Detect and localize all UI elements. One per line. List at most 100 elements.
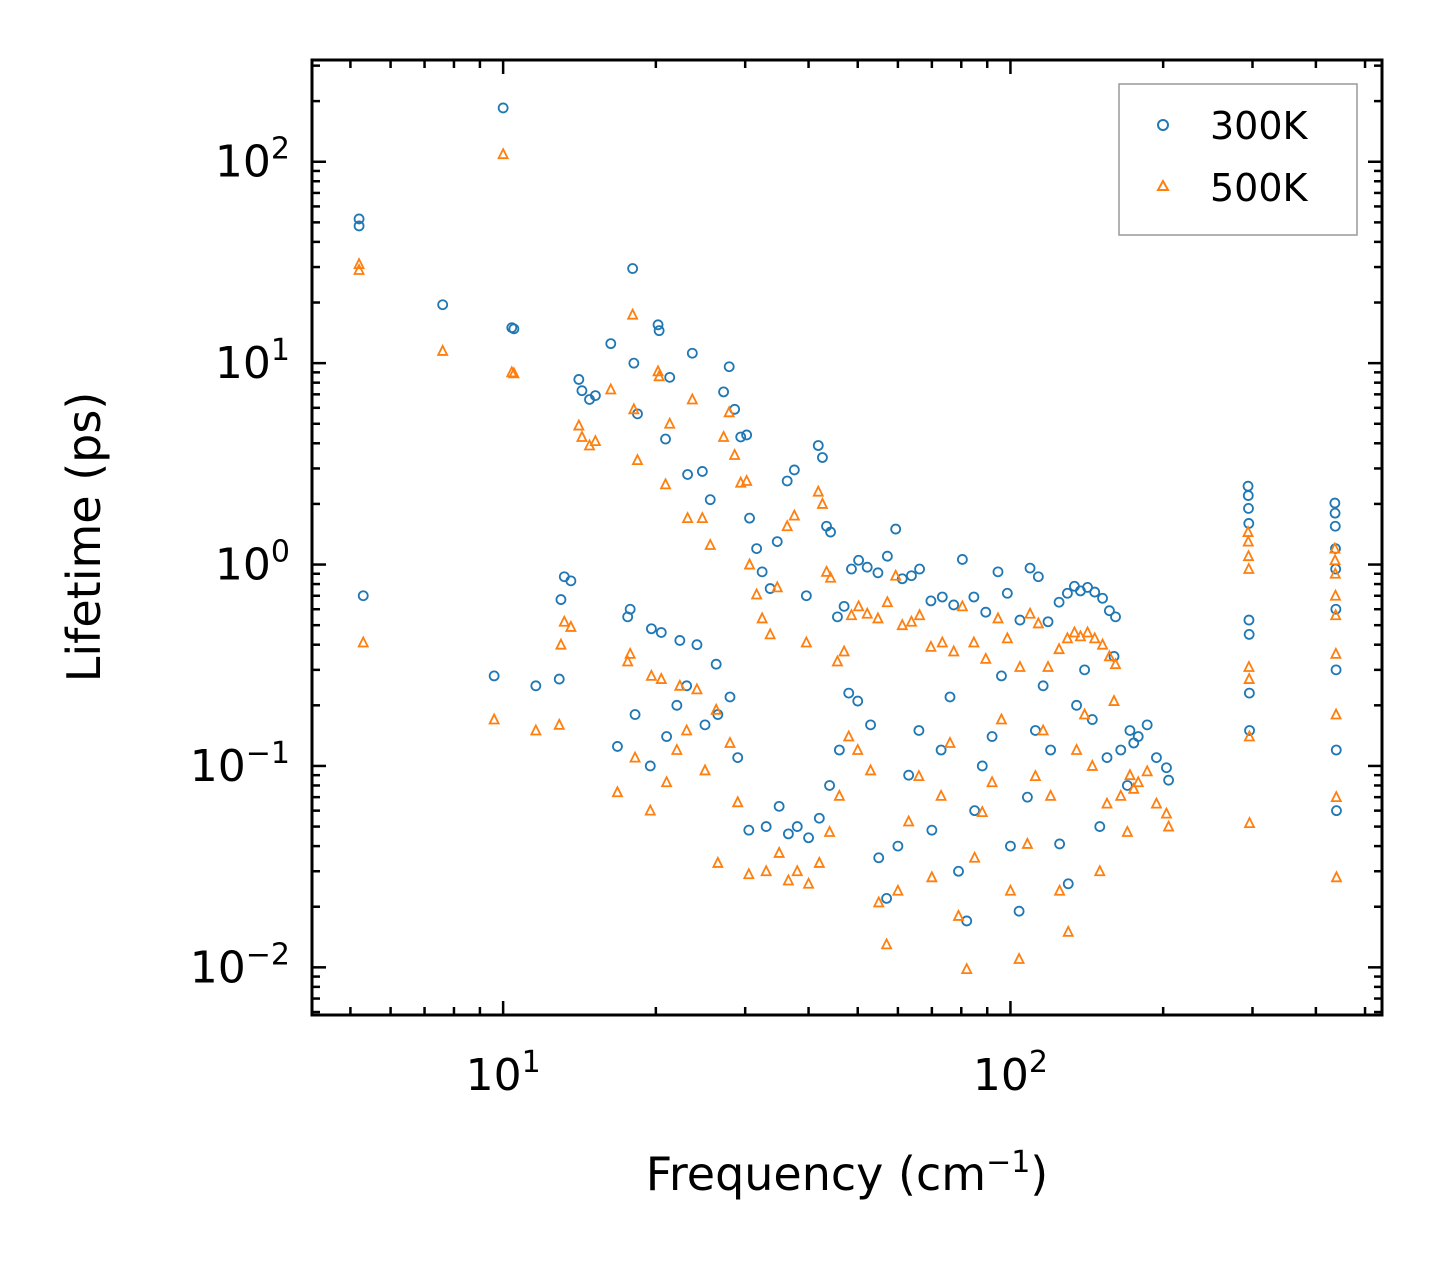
data-point-300k	[956, 554, 968, 565]
data-point-300k	[944, 691, 956, 703]
data-point-500k	[357, 635, 370, 648]
data-point-500k	[558, 614, 571, 627]
data-point-500k	[1108, 694, 1120, 706]
data-point-300k	[508, 323, 520, 335]
data-point-500k	[782, 873, 795, 886]
data-point-500k	[673, 678, 686, 691]
data-point-300k	[892, 840, 904, 852]
data-point-500k	[742, 867, 755, 880]
data-point-300k	[896, 573, 908, 585]
data-point-300k	[660, 433, 671, 445]
data-point-300k	[771, 536, 783, 547]
data-point-500k	[1329, 588, 1342, 601]
data-point-500k	[1024, 606, 1036, 619]
data-point-500k	[852, 599, 865, 612]
data-point-500k	[686, 392, 699, 405]
data-point-300k	[1330, 603, 1342, 615]
data-point-500k	[659, 477, 672, 490]
data-point-500k	[788, 508, 801, 521]
data-point-300k	[1053, 596, 1065, 608]
data-point-300k	[723, 361, 735, 373]
data-point-500k	[1013, 952, 1026, 964]
data-point-500k	[680, 723, 693, 736]
data-point-500k	[838, 644, 851, 657]
y-tick-label: 10−2	[190, 937, 290, 993]
data-point-300k	[1128, 737, 1140, 749]
data-point-300k	[589, 390, 601, 401]
data-point-300k	[573, 374, 585, 385]
data-point-500k	[645, 668, 658, 681]
data-point-500k	[952, 908, 965, 921]
data-point-300k	[488, 670, 500, 682]
data-point-300k	[1243, 628, 1255, 640]
data-point-300k	[881, 892, 892, 904]
data-point-300k	[1243, 614, 1255, 626]
data-point-500k	[891, 883, 904, 896]
data-point-500k	[1101, 796, 1113, 809]
data-point-300k	[1024, 562, 1036, 574]
data-point-300k	[953, 865, 964, 877]
data-point-500k	[655, 672, 668, 684]
data-point-300k	[1244, 725, 1255, 736]
series-500k	[353, 147, 1343, 975]
data-point-500k	[756, 611, 769, 624]
data-point-500k	[1021, 836, 1034, 849]
data-point-300k	[1045, 744, 1057, 756]
data-point-300k	[1001, 587, 1013, 599]
data-point-500k	[813, 855, 826, 868]
data-point-300k	[1094, 821, 1106, 832]
y-tick-label: 101	[215, 333, 290, 389]
data-point-500k	[497, 147, 510, 160]
data-point-500k	[1242, 562, 1255, 574]
data-point-300k	[1032, 571, 1044, 583]
data-point-300k	[565, 575, 577, 587]
data-point-500k	[936, 635, 949, 648]
data-point-300k	[628, 357, 640, 369]
data-point-500k	[750, 587, 763, 600]
legend-marker-500k	[1156, 178, 1170, 191]
data-point-500k	[833, 788, 846, 801]
data-point-300k	[906, 570, 917, 582]
data-point-300k	[704, 494, 716, 506]
data-point-500k	[760, 864, 773, 877]
data-point-300k	[629, 709, 641, 720]
y-axis-label: Lifetime (ps)	[57, 392, 111, 683]
data-point-500k	[1042, 659, 1054, 672]
data-point-300k	[1013, 905, 1025, 917]
data-point-300k	[699, 719, 711, 731]
data-point-300k	[576, 385, 588, 397]
data-point-500k	[800, 635, 813, 648]
data-point-500k	[1121, 824, 1134, 837]
data-point-500k	[1329, 646, 1342, 659]
data-point-500k	[670, 742, 683, 755]
data-point-500k	[353, 263, 366, 275]
data-point-500k	[881, 595, 894, 608]
data-point-300k	[1062, 587, 1073, 599]
data-point-300k	[653, 325, 665, 337]
data-point-500k	[925, 870, 938, 883]
data-point-300k	[961, 915, 973, 927]
data-point-500k	[816, 496, 829, 509]
data-point-500k	[935, 788, 948, 801]
data-point-500k	[905, 614, 918, 627]
data-point-500k	[1141, 764, 1154, 777]
data-point-500k	[436, 343, 449, 356]
data-point-500k	[696, 511, 709, 524]
data-point-300k	[773, 800, 785, 812]
data-point-500k	[507, 366, 520, 379]
legend-label-500k: 500K	[1210, 166, 1309, 210]
data-point-300k	[873, 852, 885, 864]
data-point-500k	[1127, 781, 1140, 794]
data-point-300k	[852, 695, 864, 707]
data-point-500k	[1053, 642, 1066, 655]
data-point-500k	[1096, 637, 1109, 650]
data-point-500k	[820, 564, 833, 577]
data-point-500k	[660, 775, 673, 788]
data-point-500k	[764, 627, 777, 640]
data-point-300k	[671, 699, 683, 711]
legend: 300K 500K	[1118, 83, 1358, 236]
tick-labels: 101 102 10−2 10−1 100 101 102	[190, 132, 1048, 1101]
data-point-300k	[741, 429, 753, 441]
data-point-300k	[1089, 586, 1101, 598]
data-point-300k	[530, 680, 542, 692]
